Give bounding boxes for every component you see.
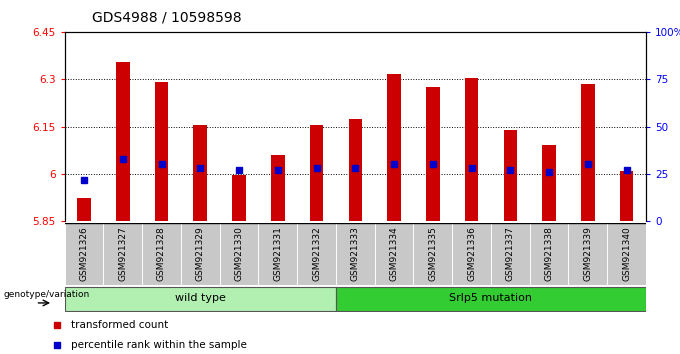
- Text: GSM921338: GSM921338: [545, 227, 554, 281]
- Bar: [181, 223, 220, 285]
- Text: GSM921334: GSM921334: [390, 227, 398, 281]
- Bar: [607, 223, 646, 285]
- Bar: [336, 287, 646, 311]
- Text: GSM921328: GSM921328: [157, 227, 166, 281]
- Bar: [530, 223, 568, 285]
- Text: genotype/variation: genotype/variation: [3, 291, 90, 299]
- Bar: [233, 176, 245, 221]
- Text: GSM921337: GSM921337: [506, 227, 515, 281]
- Bar: [78, 198, 90, 221]
- Bar: [620, 171, 633, 221]
- Text: GSM921339: GSM921339: [583, 227, 592, 281]
- Bar: [452, 223, 491, 285]
- Bar: [258, 223, 297, 285]
- Text: percentile rank within the sample: percentile rank within the sample: [71, 340, 248, 350]
- Bar: [349, 119, 362, 221]
- Text: GSM921333: GSM921333: [351, 227, 360, 281]
- Text: GSM921340: GSM921340: [622, 227, 631, 281]
- Bar: [297, 223, 336, 285]
- Bar: [103, 223, 142, 285]
- Text: GSM921335: GSM921335: [428, 227, 437, 281]
- Bar: [388, 74, 401, 221]
- Bar: [310, 125, 323, 221]
- Bar: [65, 287, 336, 311]
- Bar: [336, 223, 375, 285]
- Bar: [413, 223, 452, 285]
- Text: Srlp5 mutation: Srlp5 mutation: [449, 293, 532, 303]
- Bar: [375, 223, 413, 285]
- Bar: [581, 84, 594, 221]
- Bar: [65, 223, 103, 285]
- Bar: [142, 223, 181, 285]
- Text: GSM921336: GSM921336: [467, 227, 476, 281]
- Text: GSM921330: GSM921330: [235, 227, 243, 281]
- Bar: [504, 130, 517, 221]
- Bar: [220, 223, 258, 285]
- Text: GDS4988 / 10598598: GDS4988 / 10598598: [92, 11, 241, 25]
- Bar: [426, 87, 439, 221]
- Text: transformed count: transformed count: [71, 320, 169, 330]
- Text: GSM921326: GSM921326: [80, 227, 88, 281]
- Bar: [465, 78, 478, 221]
- Text: wild type: wild type: [175, 293, 226, 303]
- Bar: [491, 223, 530, 285]
- Bar: [271, 155, 284, 221]
- Bar: [194, 125, 207, 221]
- Bar: [543, 145, 556, 221]
- Bar: [116, 62, 129, 221]
- Text: GSM921332: GSM921332: [312, 227, 321, 281]
- Text: GSM921329: GSM921329: [196, 227, 205, 281]
- Text: GSM921331: GSM921331: [273, 227, 282, 281]
- Bar: [568, 223, 607, 285]
- Text: GSM921327: GSM921327: [118, 227, 127, 281]
- Bar: [155, 82, 168, 221]
